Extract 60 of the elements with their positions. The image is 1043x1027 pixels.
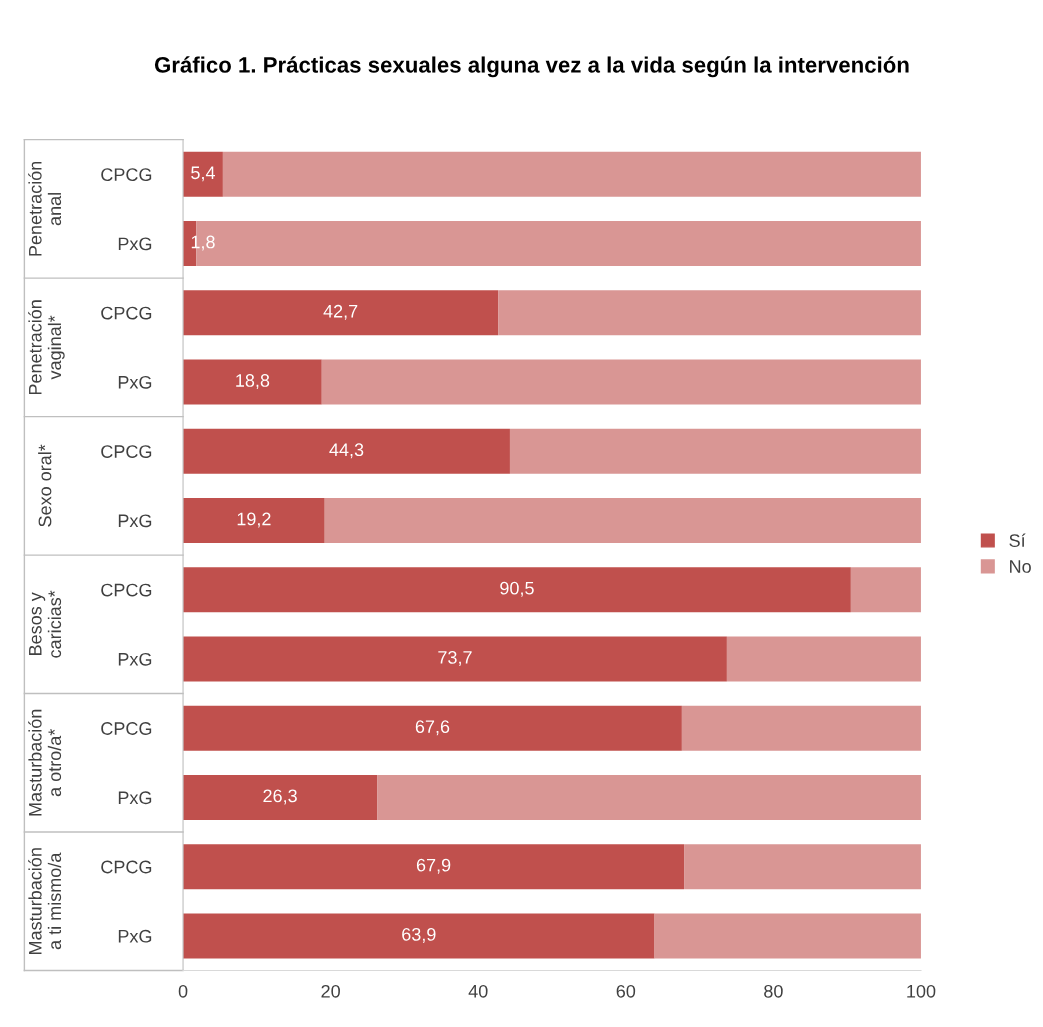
data-label: 67,9 xyxy=(416,858,451,874)
bar xyxy=(183,567,851,613)
y-tick-label: PxG xyxy=(118,791,152,805)
legend-label: Sí xyxy=(1009,533,1026,548)
x-tick-label: 80 xyxy=(764,984,783,998)
bar xyxy=(377,774,921,820)
bar xyxy=(850,567,921,613)
data-label: 5,4 xyxy=(191,166,215,182)
bar xyxy=(183,497,325,543)
x-tick-label: 100 xyxy=(907,984,936,998)
bar xyxy=(654,913,921,959)
data-label: 67,6 xyxy=(415,720,450,736)
x-tick-label: 20 xyxy=(321,984,340,998)
text: Masturbación a otro/a* xyxy=(28,709,62,816)
data-label: 42,7 xyxy=(323,304,358,320)
bar xyxy=(498,290,921,336)
bar xyxy=(222,151,921,197)
data-label: 63,9 xyxy=(402,927,436,943)
chart-title: Gráfico 1. Prácticas sexuales alguna vez a la vida según la intervención xyxy=(154,56,909,78)
data-label: 73,7 xyxy=(438,651,472,666)
bar xyxy=(509,428,921,474)
data-label: 26,3 xyxy=(263,789,297,805)
text: Masturbación a ti mismo/a xyxy=(28,848,62,954)
y-tick-label: PxG xyxy=(118,514,152,528)
bar xyxy=(726,636,921,682)
bar xyxy=(183,636,727,682)
bar xyxy=(681,705,921,751)
y-tick-label: PxG xyxy=(118,237,152,251)
x-tick-label: 0 xyxy=(178,984,188,998)
bar xyxy=(183,290,499,336)
bar xyxy=(183,705,682,751)
y-tick-label: PxG xyxy=(118,652,152,666)
bar xyxy=(321,359,921,405)
text: Penetración vaginal* xyxy=(28,300,65,395)
bar xyxy=(684,844,921,890)
bar xyxy=(324,497,921,543)
bar xyxy=(183,774,378,820)
bar xyxy=(183,151,223,197)
y-tick-label: PxG xyxy=(118,375,152,389)
data-label: 18,8 xyxy=(236,374,270,389)
y-tick-label: CPCG xyxy=(101,306,152,320)
data-label: 44,3 xyxy=(329,443,364,459)
y-tick-label: CPCG xyxy=(101,445,152,458)
bar xyxy=(183,428,510,474)
y-tick-label: CPCG xyxy=(101,168,152,182)
data-label: 19,2 xyxy=(237,512,271,528)
x-tick-label: 40 xyxy=(468,984,488,998)
y-tick-label: PxG xyxy=(118,929,152,943)
y-tick-label: CPCG xyxy=(101,860,152,874)
data-label: 90,5 xyxy=(500,581,534,597)
bar xyxy=(183,844,685,890)
bar xyxy=(183,359,322,405)
y-tick-label: CPCG xyxy=(101,583,152,597)
y-tick-label: CPCG xyxy=(101,722,152,735)
text: Besos y caricias* xyxy=(29,590,62,658)
legend-label: No xyxy=(1010,560,1031,573)
text: Sexo oral* xyxy=(38,444,52,527)
text: Penetración anal xyxy=(28,161,62,256)
x-tick-label: 60 xyxy=(616,984,636,998)
bar xyxy=(183,913,655,959)
